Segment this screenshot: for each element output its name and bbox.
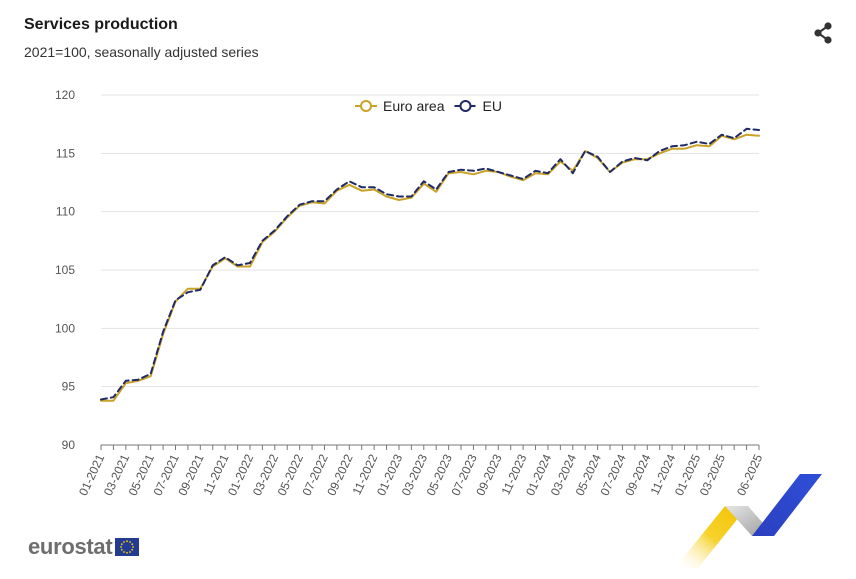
y-tick-label: 110	[56, 205, 75, 219]
chart-title: Services production	[24, 16, 178, 33]
y-tick-label: 95	[62, 380, 76, 394]
eu-flag-icon	[115, 538, 140, 556]
legend-marker-eu	[459, 100, 472, 112]
y-tick-label: 120	[55, 88, 75, 102]
series-line-euro-area	[100, 133, 760, 402]
y-tick-label: 105	[55, 263, 75, 277]
share-icon[interactable]	[810, 20, 836, 46]
y-tick-label: 115	[56, 146, 75, 160]
legend-label-eu: EU	[482, 98, 501, 114]
y-tick-label: 90	[62, 438, 76, 452]
series-line-eu	[100, 127, 760, 401]
eurostat-logo: eurostat	[28, 534, 140, 560]
legend-label-euro-area: Euro area	[383, 98, 445, 114]
logo-text: eurostat	[28, 534, 113, 559]
chart-subtitle: 2021=100, seasonally adjusted series	[24, 44, 259, 60]
y-tick-label: 100	[55, 321, 75, 335]
decorative-ribbon	[675, 474, 822, 568]
legend-marker-euro-area	[360, 100, 372, 112]
